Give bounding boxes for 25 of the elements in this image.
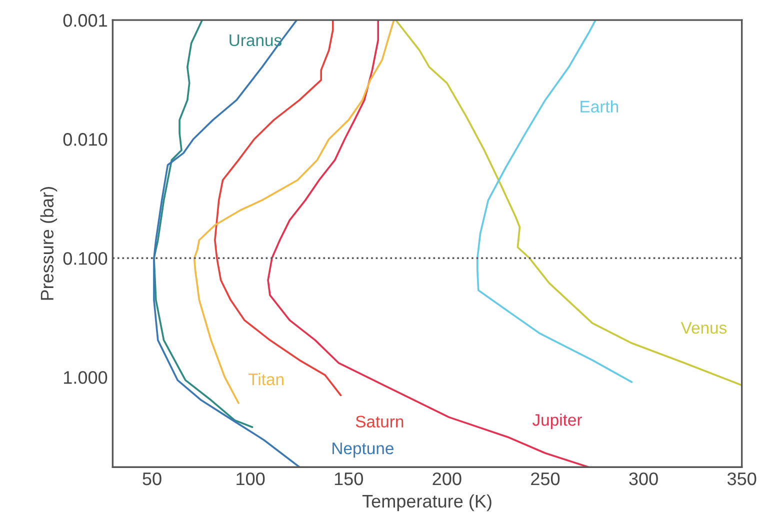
y-tick-label: 1.000 [64,371,108,384]
line-series [153,20,300,468]
series-label: Uranus [230,34,282,46]
x-axis-title: Temperature (K) [362,494,492,512]
x-tick-label: 200 [432,472,462,486]
series-label: Earth [580,100,618,113]
line-series [394,20,742,386]
x-tick-label: 350 [727,472,756,486]
series-label: Saturn [356,416,404,428]
text: Neptune [332,442,394,458]
y-tick-label: 0.010 [63,133,108,146]
series-label: Jupiter [532,414,582,430]
series-label: Titan [248,373,284,386]
series-label: Venus [680,322,727,334]
x-tick-label: 250 [531,472,560,486]
y-axis-title: Pressure (bar) [40,187,58,300]
y-tick-label: 0.001 [63,14,107,27]
line-series [214,20,342,396]
line-series [476,20,633,383]
line-series [193,20,395,404]
x-tick-label: 150 [334,472,363,486]
y-tick-label: 0.100 [63,252,108,265]
x-tick-label: 50 [142,472,162,486]
x-tick-label: 300 [629,472,658,486]
x-tick-label: 100 [236,472,265,486]
